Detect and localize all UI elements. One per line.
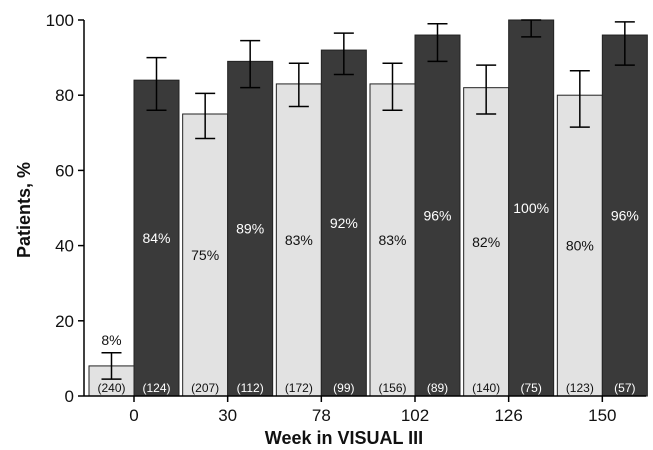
n-label-1-0: (124) [142,381,170,395]
bar-1-78 [320,49,367,397]
value-label-0-30: 75% [191,247,219,263]
bars [88,19,648,397]
n-label-1-126: (75) [520,381,541,395]
error-bars [101,19,635,380]
value-label-1-102: 96% [423,208,451,224]
y-tick-label-80: 80 [55,86,74,105]
bar-1-150 [601,34,648,397]
y-tick-label-40: 40 [55,237,74,256]
bar-1-102 [414,34,461,397]
y-tick-label-20: 20 [55,312,74,331]
y-axis-title: Patients, % [14,162,34,258]
n-label-0-0: (240) [97,381,125,395]
n-label-0-78: (172) [285,381,313,395]
n-label-0-150: (123) [566,381,594,395]
bar-0-78 [275,83,322,397]
value-label-1-30: 89% [236,221,264,237]
y-tick-label-60: 60 [55,161,74,180]
n-label-0-30: (207) [191,381,219,395]
bar-labels: 8% (240) 84% (124) 75% (207) 89% (112) 83% (172) 9… [97,200,638,395]
n-label-0-102: (156) [378,381,406,395]
value-label-0-126: 82% [472,234,500,250]
x-tick-label-126: 126 [494,406,522,425]
x-tick-label-102: 102 [401,406,429,425]
value-label-1-126: 100% [513,200,549,216]
x-tick-label-78: 78 [312,406,331,425]
value-label-0-0: 8% [101,332,121,348]
y-tick-label-100: 100 [46,11,74,30]
bar-0-102 [369,83,416,397]
value-label-0-150: 80% [566,238,594,254]
x-tick-label-30: 30 [218,406,237,425]
x-tick-label-0: 0 [129,406,138,425]
bar-1-126 [508,19,555,397]
value-label-1-78: 92% [330,215,358,231]
x-tick-label-150: 150 [588,406,616,425]
bar-0-150 [556,94,603,397]
y-axis-ticks: 0 20 40 60 80 100 [46,11,84,406]
n-label-1-78: (99) [333,381,354,395]
n-label-0-126: (140) [472,381,500,395]
n-label-1-150: (57) [614,381,635,395]
x-axis-ticks: 0 30 78 102 126 150 [129,396,617,425]
value-label-0-102: 83% [378,232,406,248]
bar-1-0 [133,79,180,397]
n-label-1-102: (89) [427,381,448,395]
x-axis-title: Week in VISUAL III [265,428,423,448]
value-label-0-78: 83% [285,232,313,248]
value-label-1-0: 84% [142,230,170,246]
y-tick-label-0: 0 [65,387,74,406]
axes [83,20,646,397]
n-label-1-30: (112) [237,381,264,395]
value-label-1-150: 96% [611,208,639,224]
